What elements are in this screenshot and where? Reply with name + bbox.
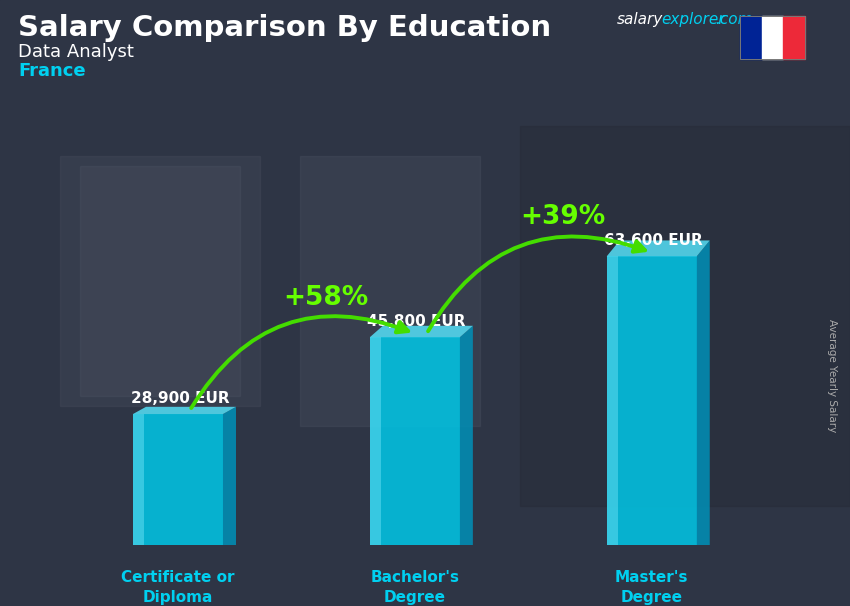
Bar <box>80 166 240 396</box>
Bar <box>60 156 260 406</box>
Bar <box>133 414 144 545</box>
Text: Data Analyst: Data Analyst <box>18 43 133 61</box>
Text: 63,600 EUR: 63,600 EUR <box>604 233 703 248</box>
Bar <box>520 126 850 506</box>
Polygon shape <box>607 241 710 256</box>
Polygon shape <box>460 326 473 545</box>
Text: +39%: +39% <box>520 204 605 230</box>
Bar <box>607 256 617 545</box>
Text: 45,800 EUR: 45,800 EUR <box>367 314 466 329</box>
Bar <box>740 16 762 59</box>
Text: 28,900 EUR: 28,900 EUR <box>131 391 230 406</box>
Text: explorer: explorer <box>661 12 724 27</box>
Bar <box>740 16 805 59</box>
Text: Average Yearly Salary: Average Yearly Salary <box>827 319 837 432</box>
Text: Master's
Degree: Master's Degree <box>615 570 688 605</box>
Text: Bachelor's
Degree: Bachelor's Degree <box>371 570 459 605</box>
Bar <box>370 337 460 545</box>
Polygon shape <box>133 407 236 414</box>
Bar <box>300 156 480 426</box>
Text: +58%: +58% <box>283 285 369 311</box>
Bar <box>607 256 697 545</box>
Polygon shape <box>697 241 710 545</box>
Text: .com: .com <box>715 12 752 27</box>
Bar <box>784 16 805 59</box>
Text: France: France <box>18 62 86 80</box>
Text: salary: salary <box>617 12 663 27</box>
Text: Certificate or
Diploma: Certificate or Diploma <box>122 570 235 605</box>
Text: Salary Comparison By Education: Salary Comparison By Education <box>18 14 551 42</box>
Polygon shape <box>223 407 236 545</box>
Bar <box>370 337 381 545</box>
Bar <box>133 414 223 545</box>
Polygon shape <box>370 326 473 337</box>
Bar <box>762 16 784 59</box>
